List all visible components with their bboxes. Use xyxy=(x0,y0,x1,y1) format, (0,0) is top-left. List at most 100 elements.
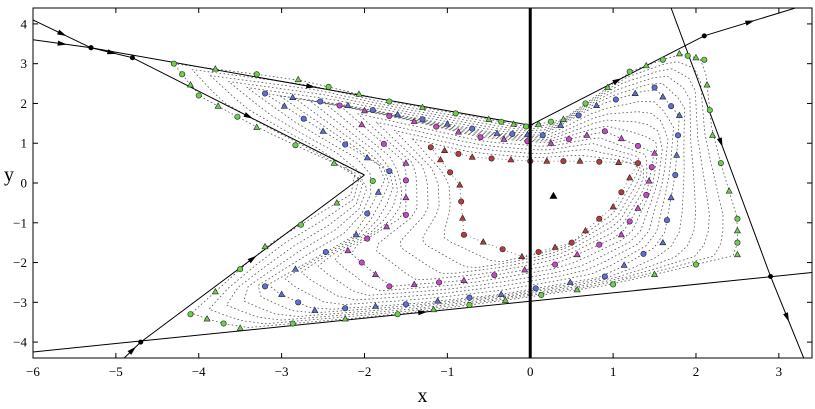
data-point xyxy=(477,134,484,141)
data-point xyxy=(583,131,591,138)
data-point xyxy=(703,81,711,88)
data-point xyxy=(317,98,324,105)
data-point xyxy=(262,283,269,290)
y-tick-label: −3 xyxy=(13,295,27,310)
data-point xyxy=(291,265,299,272)
level-curve xyxy=(294,97,669,301)
level-curves-layer xyxy=(173,53,738,328)
data-point xyxy=(186,81,194,88)
data-point xyxy=(573,250,581,258)
level-curve xyxy=(412,138,640,263)
x-tick-label: −4 xyxy=(192,364,206,379)
y-tick-label: 4 xyxy=(21,16,28,31)
data-point xyxy=(253,123,261,130)
data-point xyxy=(220,320,227,327)
saddle-point xyxy=(768,273,774,279)
data-point xyxy=(336,102,343,109)
data-point xyxy=(559,115,567,122)
data-point xyxy=(651,84,658,91)
data-point xyxy=(434,297,442,304)
data-point xyxy=(552,261,559,268)
data-point xyxy=(663,217,670,224)
data-point xyxy=(253,71,260,78)
data-point xyxy=(430,305,438,313)
data-point xyxy=(617,134,625,142)
level-curve xyxy=(228,75,697,317)
data-point xyxy=(667,193,675,201)
x-tick-label: −1 xyxy=(440,364,454,379)
data-point xyxy=(355,90,363,97)
data-point xyxy=(488,155,495,162)
data-point xyxy=(459,214,467,221)
data-point xyxy=(535,248,542,255)
data-point xyxy=(452,110,459,117)
separatrix-curve xyxy=(33,39,365,176)
x-tick-label: −3 xyxy=(275,364,289,379)
data-point xyxy=(372,270,380,277)
data-point xyxy=(364,210,371,217)
data-point xyxy=(485,115,493,122)
level-curve xyxy=(264,89,680,310)
separatrix-curve xyxy=(670,8,805,358)
data-point xyxy=(733,250,741,258)
y-tick-label: 3 xyxy=(21,56,28,71)
data-point xyxy=(342,305,349,312)
data-point xyxy=(295,299,302,306)
data-point xyxy=(634,142,641,149)
data-point xyxy=(521,266,529,273)
data-point xyxy=(187,311,194,318)
data-point xyxy=(532,285,539,292)
data-point xyxy=(734,239,741,246)
data-point xyxy=(410,280,418,287)
x-tick-label: 0 xyxy=(527,364,534,379)
data-point xyxy=(725,187,733,194)
data-point xyxy=(717,160,724,167)
data-point xyxy=(466,294,473,301)
data-point xyxy=(325,83,332,90)
flow-arrow xyxy=(243,112,253,119)
x-tick-label: 2 xyxy=(693,364,700,379)
data-point xyxy=(342,141,349,148)
y-tick-label: −2 xyxy=(13,255,27,270)
x-axis-title: x xyxy=(418,385,428,407)
data-point xyxy=(469,125,476,132)
data-point xyxy=(557,121,565,128)
data-point xyxy=(386,283,393,290)
data-point xyxy=(436,155,444,163)
data-point xyxy=(460,231,467,238)
data-point xyxy=(692,53,700,61)
data-point xyxy=(491,272,498,279)
data-point xyxy=(333,199,341,206)
data-point xyxy=(701,56,708,63)
data-point xyxy=(610,281,617,288)
data-point xyxy=(419,116,426,123)
data-point xyxy=(615,158,623,165)
level-curve xyxy=(246,82,686,314)
flow-arrow xyxy=(716,137,723,147)
data-point xyxy=(518,252,526,260)
data-point xyxy=(499,246,506,253)
saddle-point xyxy=(701,33,707,39)
flow-arrow xyxy=(744,20,755,26)
data-point xyxy=(523,123,530,130)
data-point xyxy=(581,226,589,234)
data-point xyxy=(596,215,603,222)
level-curve xyxy=(357,113,648,281)
data-point xyxy=(179,71,186,78)
data-point xyxy=(539,132,546,139)
level-curve xyxy=(191,61,724,325)
data-point xyxy=(684,52,691,59)
plot-frame xyxy=(32,7,813,359)
data-point xyxy=(565,136,572,143)
data-point xyxy=(386,168,393,175)
data-point xyxy=(383,222,391,230)
data-point xyxy=(510,120,518,127)
data-point xyxy=(560,158,567,165)
data-point xyxy=(454,128,462,135)
data-point xyxy=(672,172,679,179)
data-point xyxy=(547,118,554,125)
data-point xyxy=(322,248,329,255)
data-point xyxy=(568,239,575,246)
data-point xyxy=(289,93,297,100)
x-tick-label: −5 xyxy=(109,364,123,379)
